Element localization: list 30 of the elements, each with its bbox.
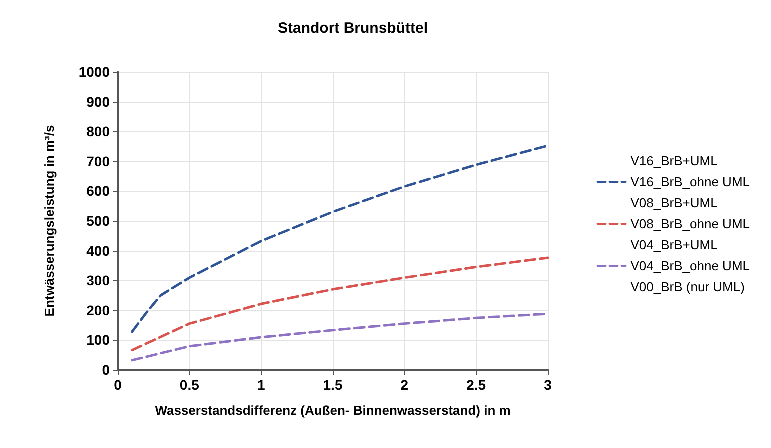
y-tick-label: 200 — [86, 302, 110, 318]
legend-label: V04_BrB_ohne UML — [630, 258, 750, 274]
text: V04_BrB+UML — [630, 238, 718, 252]
text: V08_BrB+UML — [630, 196, 718, 210]
x-tick-label: 0 — [114, 377, 122, 393]
y-tick-label: 900 — [86, 94, 110, 110]
x-tick-label: 2 — [400, 377, 409, 393]
legend-label: V16_BrB_ohne UML — [630, 174, 750, 190]
y-tick-label: 800 — [86, 124, 110, 140]
x-tick-label: 1 — [257, 377, 266, 393]
x-tick-label: 3 — [544, 377, 552, 393]
legend-label: V08_BrB_ohne UML — [630, 216, 750, 232]
line-series — [131, 144, 550, 334]
text: V00_BrB (nur UML) — [630, 280, 745, 294]
y-tick-label: 1000 — [78, 64, 110, 80]
x-tick-label: 0.5 — [180, 377, 200, 393]
x-tick-label: 1.5 — [323, 377, 343, 393]
y-axis-title: Entwässerungsleistung in m³/s — [42, 125, 57, 317]
x-axis-title: Wasserstandsdifferenz (Außen- Binnenwasserstand) in m — [155, 403, 511, 418]
y-tick-label: 600 — [86, 183, 110, 200]
y-tick-label: 700 — [86, 153, 110, 170]
y-tick-label: 300 — [86, 272, 110, 289]
y-tick-label: 100 — [86, 332, 110, 348]
y-tick-label: 500 — [86, 213, 110, 229]
chart-title: Standort Brunsbüttel — [278, 20, 428, 37]
line-series — [131, 256, 550, 352]
y-tick-label: 0 — [102, 362, 110, 378]
x-tick-label: 2.5 — [466, 377, 486, 393]
text: V16_BrB+UML — [630, 154, 718, 168]
y-tick-label: 400 — [86, 242, 110, 259]
